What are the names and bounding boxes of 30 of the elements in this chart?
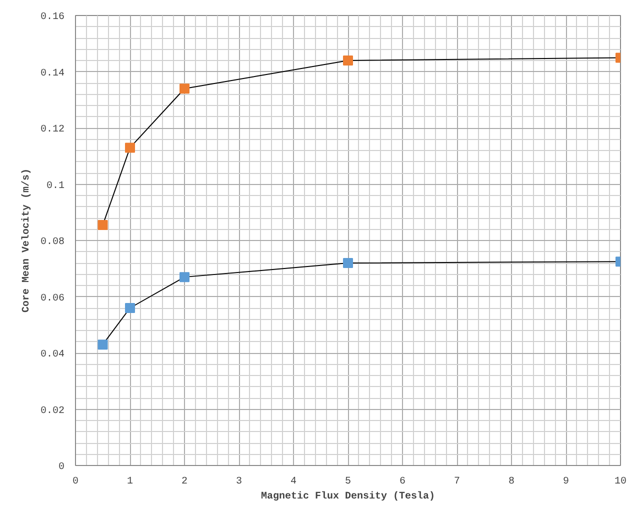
- point: [125, 142, 135, 153]
- point: [98, 220, 108, 230]
- x-tick-label: 9: [563, 476, 570, 488]
- x-axis-title: Magnetic Flux Density (Tesla): [260, 490, 436, 502]
- x-tick-label: 3: [236, 476, 242, 488]
- x-tick-label: 8: [508, 476, 515, 488]
- x-tick-label: 2: [182, 476, 188, 488]
- y-tick-label: 0.08: [40, 237, 65, 248]
- y-tick-label: 0.04: [40, 350, 65, 360]
- y-tick-label: 0.14: [40, 68, 65, 80]
- x-tick-label: 1: [127, 476, 134, 488]
- point: [343, 56, 353, 66]
- y-axis-title: Core Mean Velocity (m/s): [20, 168, 32, 313]
- y-tick-label: 0.06: [40, 293, 65, 304]
- x-tick-label: 10: [614, 476, 627, 488]
- point: [343, 258, 353, 268]
- point: [180, 272, 190, 282]
- x-tick-label: 0: [72, 476, 79, 488]
- y-tick-label: 0.12: [40, 124, 65, 136]
- y-tick-label: 0.1: [46, 180, 65, 192]
- y-tick-label: 0.02: [40, 406, 65, 417]
- x-tick-label: 7: [454, 476, 460, 488]
- point: [125, 303, 135, 313]
- x-tick-label: 4: [290, 476, 297, 488]
- x-tick-label: 5: [345, 476, 352, 488]
- y-tick-label: 0: [58, 462, 65, 473]
- point: [180, 84, 190, 94]
- point: [98, 340, 108, 350]
- y-tick-label: 0.16: [40, 12, 65, 23]
- x-tick-label: 6: [400, 476, 406, 488]
